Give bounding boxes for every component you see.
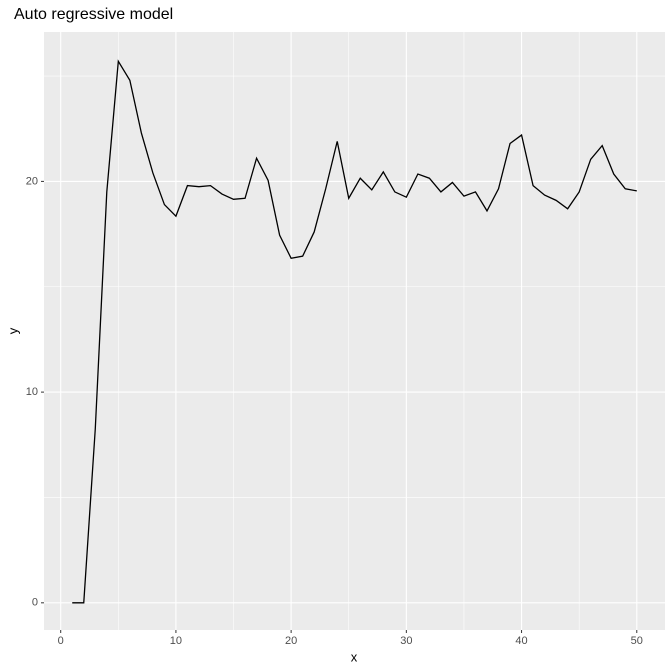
y-tick-label: 10 bbox=[26, 386, 38, 398]
line bbox=[72, 59, 637, 604]
x-tick-label: 50 bbox=[631, 635, 643, 647]
x-tick-label: 10 bbox=[170, 635, 182, 647]
x-tick-label: 20 bbox=[285, 635, 297, 647]
x-axis-title: x bbox=[351, 649, 358, 664]
y-tick-label: 20 bbox=[26, 175, 38, 187]
panel bbox=[44, 32, 665, 630]
x-tick-label: 0 bbox=[58, 635, 64, 647]
x-tick-label: 40 bbox=[515, 635, 527, 647]
chart-title: Auto regressive model bbox=[14, 6, 173, 23]
x-tick-label: 30 bbox=[400, 635, 412, 647]
y-axis-title: y bbox=[5, 327, 20, 334]
y-tick-label: 0 bbox=[32, 597, 38, 609]
